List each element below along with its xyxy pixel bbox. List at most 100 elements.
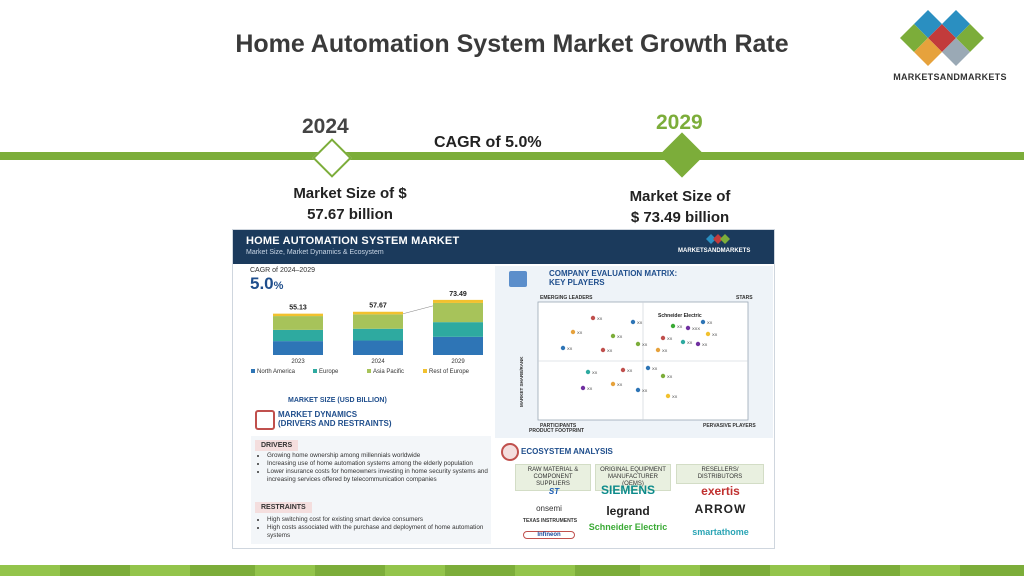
driver-item: Increasing use of home automation system…: [267, 460, 493, 468]
matrix-point-label: XX: [577, 330, 583, 335]
matrix-point-label: XX: [712, 332, 718, 337]
brand-logo: MARKETSANDMARKETS: [880, 10, 1020, 90]
market-size-2024-line1: Market Size of $: [293, 185, 407, 202]
company-evaluation-matrix: EMERGING LEADERS STARS PARTICIPANTS PERV…: [519, 295, 756, 429]
matrix-point: [680, 339, 686, 345]
logo-arrow: ARROW: [694, 502, 747, 516]
bar-segment: [433, 299, 483, 303]
restraint-item: High switching cost for existing smart d…: [267, 516, 493, 524]
panel-brand-icon: [706, 234, 730, 244]
dynamics-title-line2: (DRIVERS AND RESTRAINTS): [278, 419, 392, 428]
matrix-point: [705, 331, 711, 337]
bottom-bar-seg: [255, 565, 315, 576]
infographic-panel: HOME AUTOMATION SYSTEM MARKET Market Siz…: [232, 229, 775, 549]
eco-head-suppliers: RAW MATERIAL & COMPONENT SUPPLIERS: [515, 464, 591, 491]
bar-segment: [433, 336, 483, 355]
legend-swatch: [313, 369, 317, 373]
matrix-point: [635, 341, 641, 347]
dynamics-icon: [255, 410, 275, 430]
logo-ti: TEXAS INSTRUMENTS: [522, 518, 578, 524]
legend-label: Asia Pacific: [373, 369, 404, 375]
ecosystem-title: ECOSYSTEM ANALYSIS: [521, 447, 613, 456]
restraint-item: High costs associated with the purchase …: [267, 524, 493, 540]
cagr-value: 5.0: [250, 274, 274, 293]
legend-label: North America: [257, 369, 296, 375]
restraints-tag: RESTRAINTS: [255, 502, 312, 513]
market-size-2029-line1: Market Size of: [629, 188, 731, 205]
bar-segment: [273, 316, 323, 330]
matrix-point: [620, 367, 626, 373]
matrix-point-label: XX: [642, 342, 648, 347]
eco-head-oems: ORIGINAL EQUIPMENT MANUFACTURER (OEMS): [595, 464, 671, 491]
category-label: 2023: [291, 359, 305, 365]
year-2024: 2024: [302, 115, 349, 138]
matrix-point: [665, 393, 671, 399]
logo-st: ST: [548, 487, 560, 496]
matrix-point-label: XX: [567, 346, 573, 351]
matrix-point-label: XX: [667, 374, 673, 379]
market-size-2029-line2: $ 73.49 billion: [630, 209, 730, 226]
matrix-title-line2: KEY PLAYERS: [549, 278, 605, 287]
panel-title: HOME AUTOMATION SYSTEM MARKET: [246, 235, 460, 247]
restraints-list: High switching cost for existing smart d…: [257, 516, 493, 540]
cagr-label: CAGR of 5.0%: [434, 134, 542, 151]
matrix-point: [645, 365, 651, 371]
bottom-bar-seg: [900, 565, 960, 576]
bar-segment: [353, 311, 403, 315]
matrix-point: [700, 319, 706, 325]
matrix-point-label: XX: [597, 316, 603, 321]
growth-line: [402, 305, 434, 315]
bar-segment: [353, 340, 403, 355]
matrix-point: [655, 347, 661, 353]
diamond-2029-icon: [659, 132, 705, 178]
matrix-point-label: XX: [687, 340, 693, 345]
logo-legrand: legrand: [606, 504, 650, 518]
bar-segment: [273, 329, 323, 342]
dynamics-title-line1: MARKET DYNAMICS: [278, 410, 358, 419]
logo-onsemi: onsemi: [536, 504, 562, 513]
matrix-point: [660, 335, 666, 341]
matrix-point-label: XX: [662, 348, 668, 353]
year-2029: 2029: [656, 111, 703, 134]
logo-infineon: Infineon: [523, 531, 575, 539]
matrix-point-label: XX: [617, 334, 623, 339]
matrix-point-label: XX: [702, 342, 708, 347]
legend-swatch: [423, 369, 427, 373]
panel-brand: MARKETSANDMARKETS: [678, 248, 751, 254]
category-label: 2024: [371, 359, 385, 365]
page-title: Home Automation System Market Growth Rat…: [235, 30, 789, 58]
matrix-point-label: XX: [667, 336, 673, 341]
matrix-point-label: XX: [672, 394, 678, 399]
matrix-point-label: XX: [707, 320, 713, 325]
ecosystem-section: [495, 440, 773, 548]
bottom-bar: [0, 565, 1024, 576]
dynamics-box: DRIVERS Growing home ownership among mil…: [251, 436, 491, 544]
cagr-small-label: CAGR of 2024–2029: [250, 267, 315, 274]
dynamics-title: MARKET DYNAMICS (DRIVERS AND RESTRAINTS): [278, 410, 391, 428]
bar-total-label: 57.67: [369, 303, 387, 310]
bottom-bar-seg: [640, 565, 700, 576]
matrix-title-line1: COMPANY EVALUATION MATRIX:: [549, 269, 678, 278]
matrix-point-label: XXX: [692, 326, 700, 331]
bar-segment: [273, 313, 323, 317]
matrix-point-label: XX: [677, 324, 683, 329]
market-size-bar-chart: 55.13 2023 57.67 2024 73.49 2029 North America…: [251, 291, 483, 375]
driver-item: Growing home ownership among millennials…: [267, 452, 493, 460]
bottom-bar-seg: [130, 565, 190, 576]
schneider-label: Schneider Electric: [658, 313, 702, 319]
matrix-point-label: XX: [607, 348, 613, 353]
diamond-2024-icon: [312, 138, 352, 178]
eco-head-resellers: RESELLERS/ DISTRIBUTORS: [676, 464, 764, 484]
matrix-point-label: XX: [587, 386, 593, 391]
category-label: 2029: [451, 359, 465, 365]
matrix-point-label: XX: [592, 370, 598, 375]
market-size-2029: Market Size of $ 73.49 billion: [600, 186, 760, 228]
matrix-xaxis-label: PRODUCT FOOTPRINT: [529, 428, 584, 434]
matrix-point: [670, 323, 676, 329]
chart-caption: MARKET SIZE (USD BILLION): [288, 397, 387, 404]
bottom-bar-seg: [770, 565, 830, 576]
pervasive-label: PERVASIVE PLAYERS: [703, 423, 756, 429]
bar-total-label: 73.49: [449, 291, 467, 298]
matrix-point: [610, 381, 616, 387]
